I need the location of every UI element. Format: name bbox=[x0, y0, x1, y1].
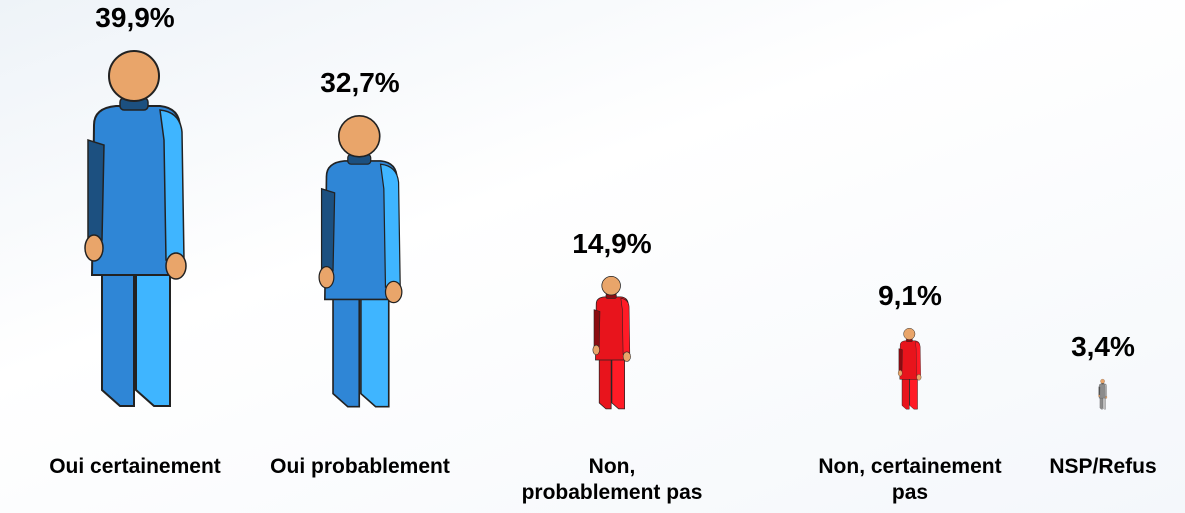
category-label: Non, probablement pas bbox=[517, 454, 707, 506]
value-label: 32,7% bbox=[280, 67, 440, 99]
person-figure bbox=[315, 115, 405, 410]
chart: 39,9% Oui certainement 32,7% Oui probablem… bbox=[0, 0, 1185, 513]
category-label: Oui probablement bbox=[235, 454, 485, 480]
person-figure bbox=[1098, 379, 1107, 410]
category-label: Non, certainement pas bbox=[815, 454, 1005, 506]
value-label: 9,1% bbox=[830, 280, 990, 312]
value-label: 3,4% bbox=[1023, 331, 1183, 363]
value-label: 14,9% bbox=[532, 228, 692, 260]
category-label: NSP/Refus bbox=[1008, 454, 1185, 480]
category-label: Oui certainement bbox=[10, 454, 260, 480]
value-label: 39,9% bbox=[55, 2, 215, 34]
person-figure bbox=[80, 50, 190, 410]
person-figure bbox=[897, 328, 922, 410]
person-figure bbox=[591, 276, 632, 410]
